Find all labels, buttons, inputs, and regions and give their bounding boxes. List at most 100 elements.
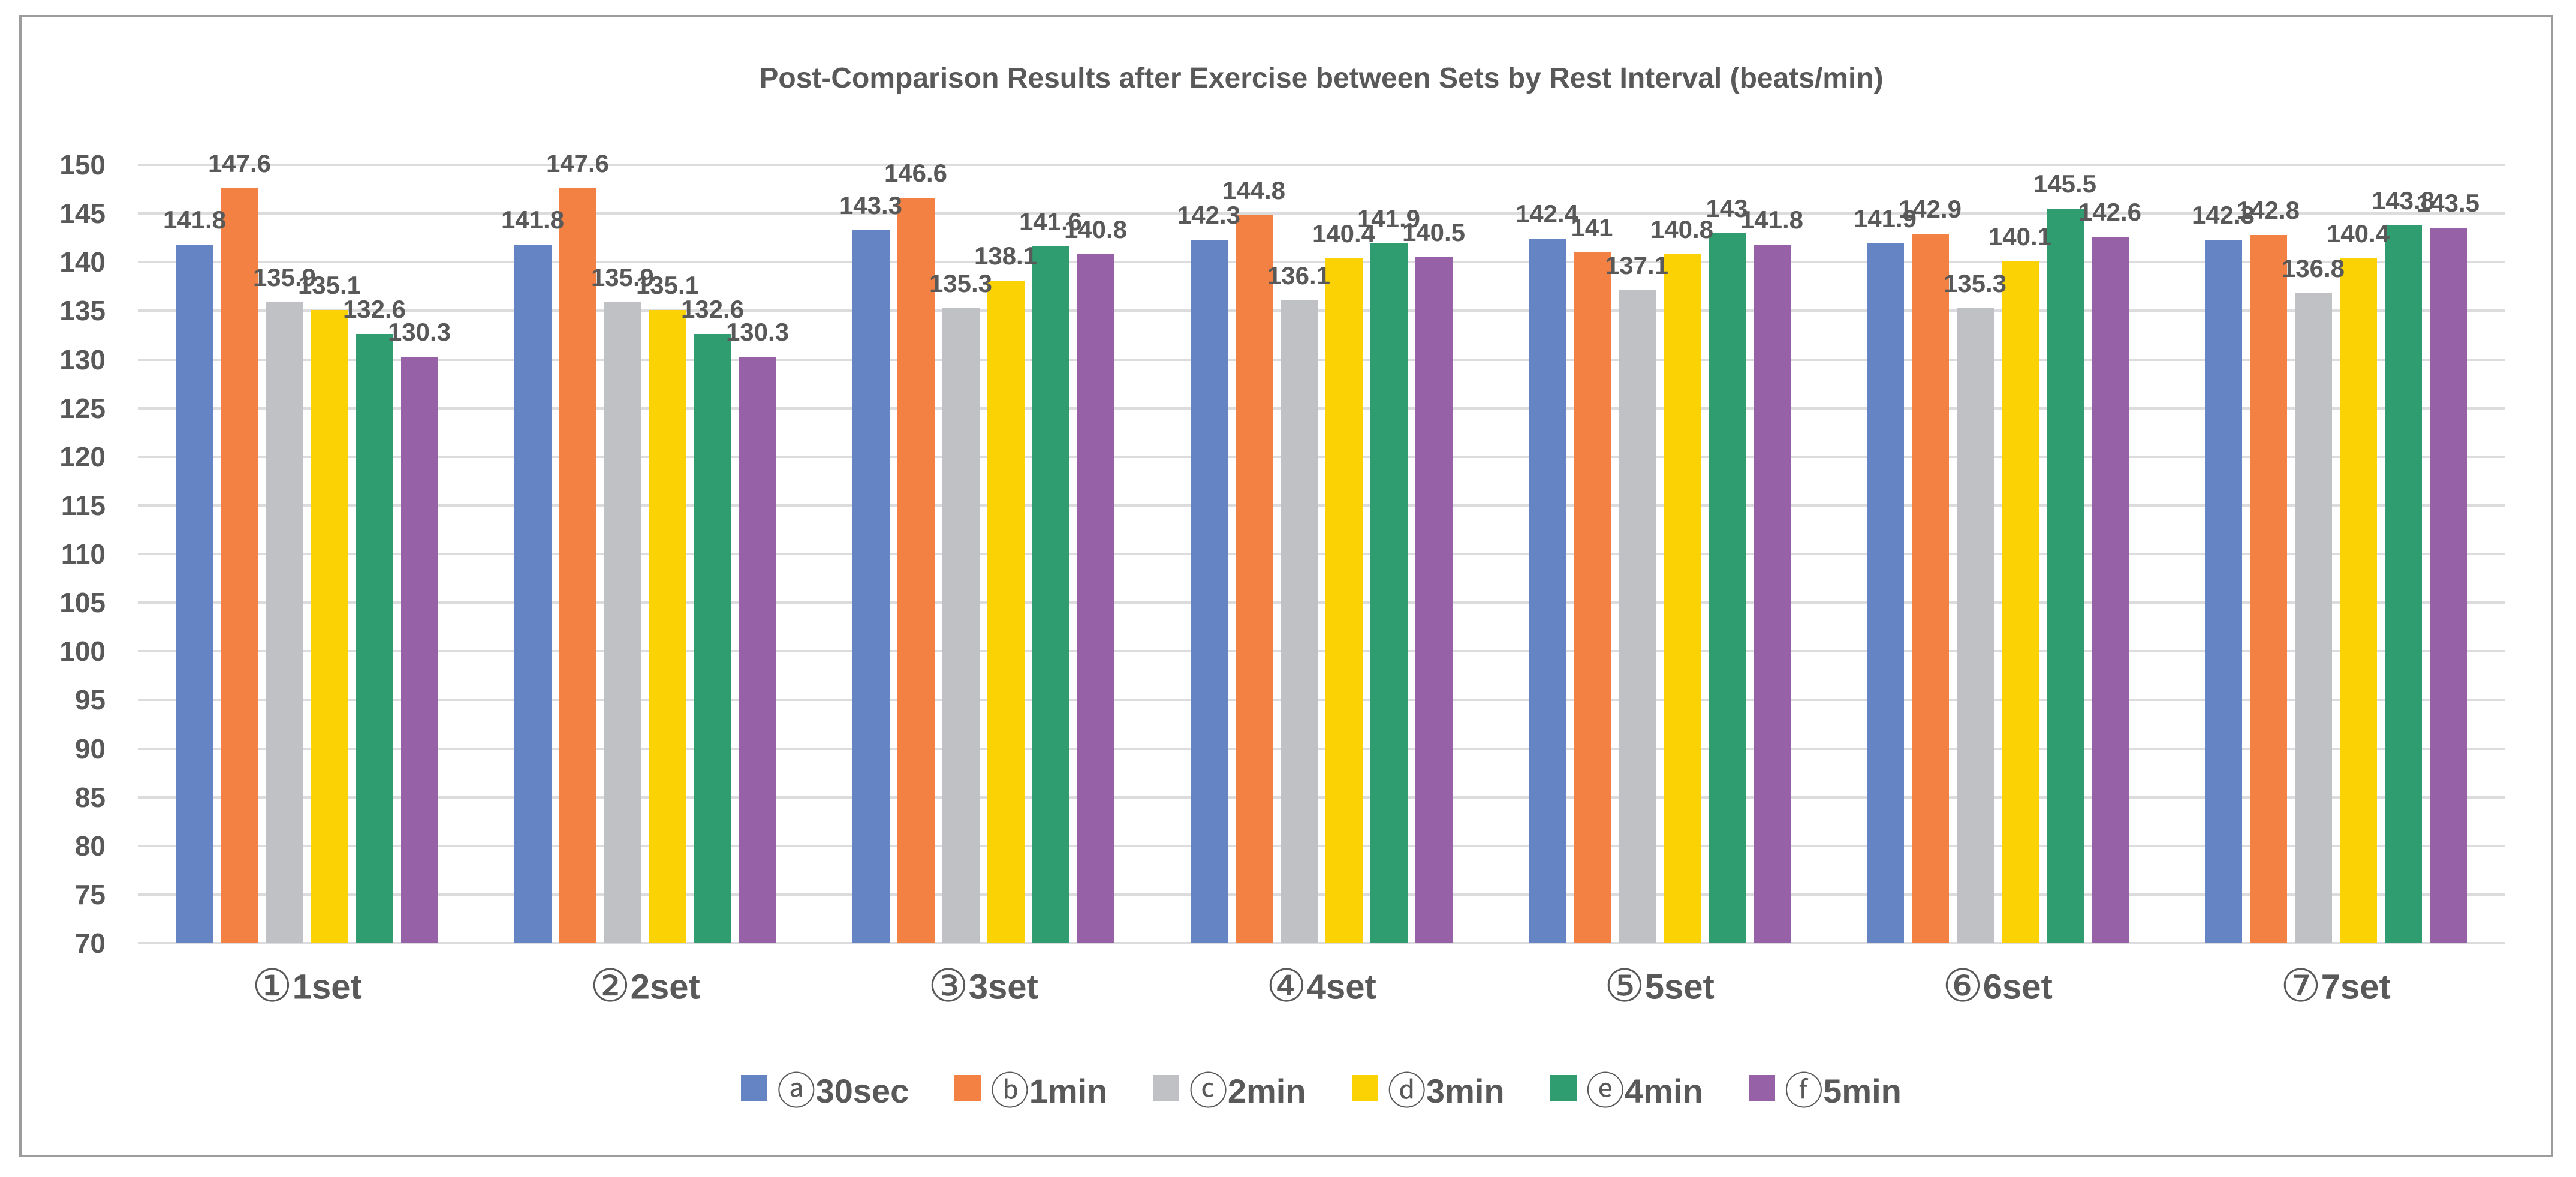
data-label: 143.5	[2416, 189, 2480, 218]
legend-swatch	[1153, 1074, 1180, 1101]
circled-letter-icon: ⓑ	[990, 1070, 1029, 1113]
circled-number-icon: ⑥	[1942, 961, 1983, 1011]
legend-label: ⓐ30sec	[777, 1070, 909, 1113]
bar-30sec-5set	[1528, 239, 1566, 943]
legend-item-30sec: ⓐ30sec	[741, 1059, 909, 1116]
bar-1min-5set	[1573, 252, 1611, 943]
legend-swatch	[1351, 1074, 1378, 1101]
data-label: 140.4	[2326, 219, 2390, 248]
gridline	[138, 261, 2505, 264]
y-axis-tick-label: 90	[74, 733, 106, 764]
category-text: 2set	[630, 967, 700, 1007]
legend-item-3min: ⓓ3min	[1351, 1059, 1505, 1116]
y-axis-tick-label: 100	[59, 636, 106, 667]
gridline	[138, 601, 2505, 604]
bar-4min-1set	[355, 334, 393, 943]
legend-label: ⓓ3min	[1387, 1070, 1505, 1113]
y-axis-tick-label: 135	[59, 295, 106, 327]
gridline	[138, 309, 2505, 312]
data-label: 140.8	[1650, 215, 1714, 244]
y-axis-tick-label: 85	[74, 781, 106, 813]
circled-letter-icon: ⓕ	[1784, 1070, 1824, 1113]
circled-number-icon: ④	[1266, 961, 1307, 1011]
y-axis-tick-label: 70	[74, 928, 106, 959]
bar-30sec-3set	[852, 230, 890, 943]
gridline	[138, 164, 2505, 166]
bar-1min-2set	[559, 188, 596, 943]
plot-area	[138, 164, 2505, 944]
circled-number-icon: ②	[590, 961, 631, 1011]
data-label: 140.4	[1312, 219, 1376, 248]
bar-2min-5set	[1618, 290, 1656, 943]
bar-1min-4set	[1235, 215, 1273, 943]
bar-4min-7set	[2384, 225, 2422, 943]
legend-swatch	[1748, 1074, 1775, 1101]
legend-label: ⓔ4min	[1586, 1070, 1703, 1113]
legend-swatch	[954, 1074, 981, 1101]
y-axis-tick-label: 95	[74, 684, 106, 716]
x-axis-category-label: ⑤5set	[1490, 955, 1828, 1017]
category-text: 7set	[2321, 967, 2391, 1007]
bar-2min-2set	[604, 302, 641, 943]
gridline	[138, 893, 2505, 896]
bar-5min-5set	[1753, 245, 1791, 943]
bar-4min-2set	[694, 334, 731, 943]
x-axis-category-label: ④4set	[1152, 955, 1490, 1017]
circled-number-icon: ①	[252, 961, 293, 1011]
bar-1min-3set	[897, 198, 935, 943]
gridline	[138, 942, 2505, 944]
data-label: 142.3	[1177, 200, 1241, 229]
y-axis-tick-label: 115	[61, 489, 106, 521]
circled-letter-icon: ⓒ	[1189, 1070, 1228, 1113]
bar-5min-3set	[1077, 254, 1114, 943]
bar-3min-6set	[2001, 261, 2039, 943]
data-label: 142.8	[2236, 195, 2300, 224]
data-label: 136.1	[1267, 261, 1331, 290]
data-label: 130.3	[725, 317, 790, 346]
data-label: 132.6	[680, 295, 745, 324]
bar-5min-4set	[1415, 257, 1453, 943]
bar-2min-4set	[1280, 300, 1318, 943]
gridline	[138, 504, 2505, 507]
y-axis-tick-label: 80	[74, 830, 106, 862]
bar-3min-2set	[649, 309, 686, 943]
legend-item-4min: ⓔ4min	[1550, 1059, 1703, 1116]
gridline	[138, 699, 2505, 702]
bar-30sec-4set	[1190, 239, 1228, 943]
data-label: 143.8	[2371, 186, 2435, 215]
gridline	[138, 747, 2505, 750]
data-label: 147.6	[546, 149, 610, 177]
circled-number-icon: ③	[928, 961, 969, 1011]
data-label: 147.6	[207, 149, 272, 177]
legend-item-2min: ⓒ2min	[1153, 1059, 1306, 1116]
circled-number-icon: ⑦	[2280, 961, 2321, 1011]
x-axis-category-label: ③3set	[814, 955, 1152, 1017]
bar-3min-3set	[987, 281, 1025, 943]
legend-label: ⓕ5min	[1784, 1070, 1902, 1113]
data-label: 137.1	[1605, 251, 1669, 280]
data-label: 146.6	[884, 159, 948, 188]
y-axis-tick-label: 125	[59, 392, 106, 424]
bar-3min-5set	[1663, 254, 1701, 943]
bar-4min-6set	[2046, 209, 2084, 943]
data-label: 135.9	[252, 263, 317, 291]
data-label: 135.1	[635, 270, 700, 299]
data-label: 143	[1706, 194, 1748, 222]
category-text: 6set	[1983, 967, 2053, 1007]
circled-letter-icon: ⓓ	[1387, 1070, 1426, 1113]
data-label: 142.9	[1898, 195, 1962, 224]
bar-2min-3set	[942, 308, 980, 943]
data-label: 136.8	[2281, 254, 2345, 283]
legend-swatch	[741, 1074, 768, 1101]
category-text: 1set	[292, 967, 362, 1007]
category-text: 5set	[1644, 967, 1715, 1007]
y-axis-tick-label: 150	[59, 149, 106, 180]
circled-letter-icon: ⓔ	[1586, 1070, 1625, 1113]
data-label: 142.4	[1515, 200, 1579, 228]
bar-30sec-6set	[1866, 243, 1904, 943]
bar-5min-2set	[739, 356, 776, 943]
x-axis-category-label: ⑦7set	[2167, 955, 2505, 1017]
legend-item-1min: ⓑ1min	[954, 1059, 1107, 1116]
bar-4min-3set	[1032, 246, 1069, 943]
